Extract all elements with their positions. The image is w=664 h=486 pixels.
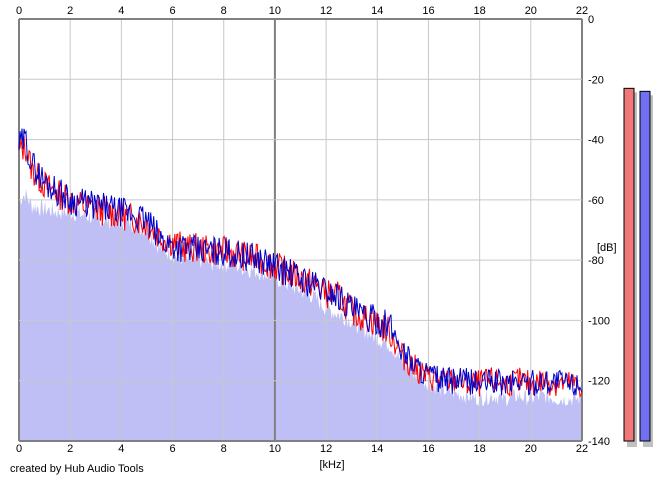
x-tick-label-bottom: 2 [67,443,73,455]
x-tick-label-bottom: 8 [221,443,227,455]
axis-layer: 0 2 4 6 8 10 12 14 16 18 20 220-20-40-60-80-100-120… [16,5,610,455]
spectrum-lines [18,128,583,398]
x-tick-label: 16 [422,5,434,17]
x-tick-label: 4 [118,5,124,17]
x-tick-label: 0 [16,5,22,17]
y-tick-label: -40 [588,135,604,147]
y-tick-label: -140 [588,436,610,448]
series-line-right [18,128,583,397]
x-tick-label-bottom: 4 [118,443,124,455]
y-tick-label: 0 [588,14,594,26]
y-tick-label: -20 [588,74,604,86]
x-tick-label-bottom: 6 [169,443,175,455]
x-tick-label: 12 [320,5,332,17]
x-tick-label: 14 [371,5,383,17]
y-tick-label: -60 [588,195,604,207]
credit-text: created by Hub Audio Tools [10,463,144,475]
x-tick-label-bottom: 12 [320,443,332,455]
x-tick-label: 18 [474,5,486,17]
x-tick-label: 20 [525,5,537,17]
y-tick-label: -100 [588,315,610,327]
spectrum-area-fill [19,188,582,441]
x-tick-label-bottom: 16 [422,443,434,455]
x-tick-label-bottom: 18 [474,443,486,455]
x-axis-label: [kHz] [319,459,344,471]
spectrum-fill-layer [19,188,582,441]
x-tick-label: 6 [169,5,175,17]
x-tick-label-bottom: 0 [16,443,22,455]
y-tick-label: -80 [588,255,604,267]
y-tick-label: -120 [588,376,610,388]
level-meter-right [639,90,651,442]
x-tick-label-bottom: 14 [371,443,383,455]
grid-layer [18,18,583,442]
x-tick-label-bottom: 20 [525,443,537,455]
x-tick-label-bottom: 22 [576,443,588,455]
x-tick-label: 2 [67,5,73,17]
x-tick-label: 10 [269,5,281,17]
level-meters [623,87,653,447]
level-meter-left [623,87,635,442]
y-axis-label: [dB] [597,242,617,254]
x-tick-label: 8 [221,5,227,17]
x-tick-label-bottom: 10 [269,443,281,455]
x-tick-label: 22 [576,5,588,17]
